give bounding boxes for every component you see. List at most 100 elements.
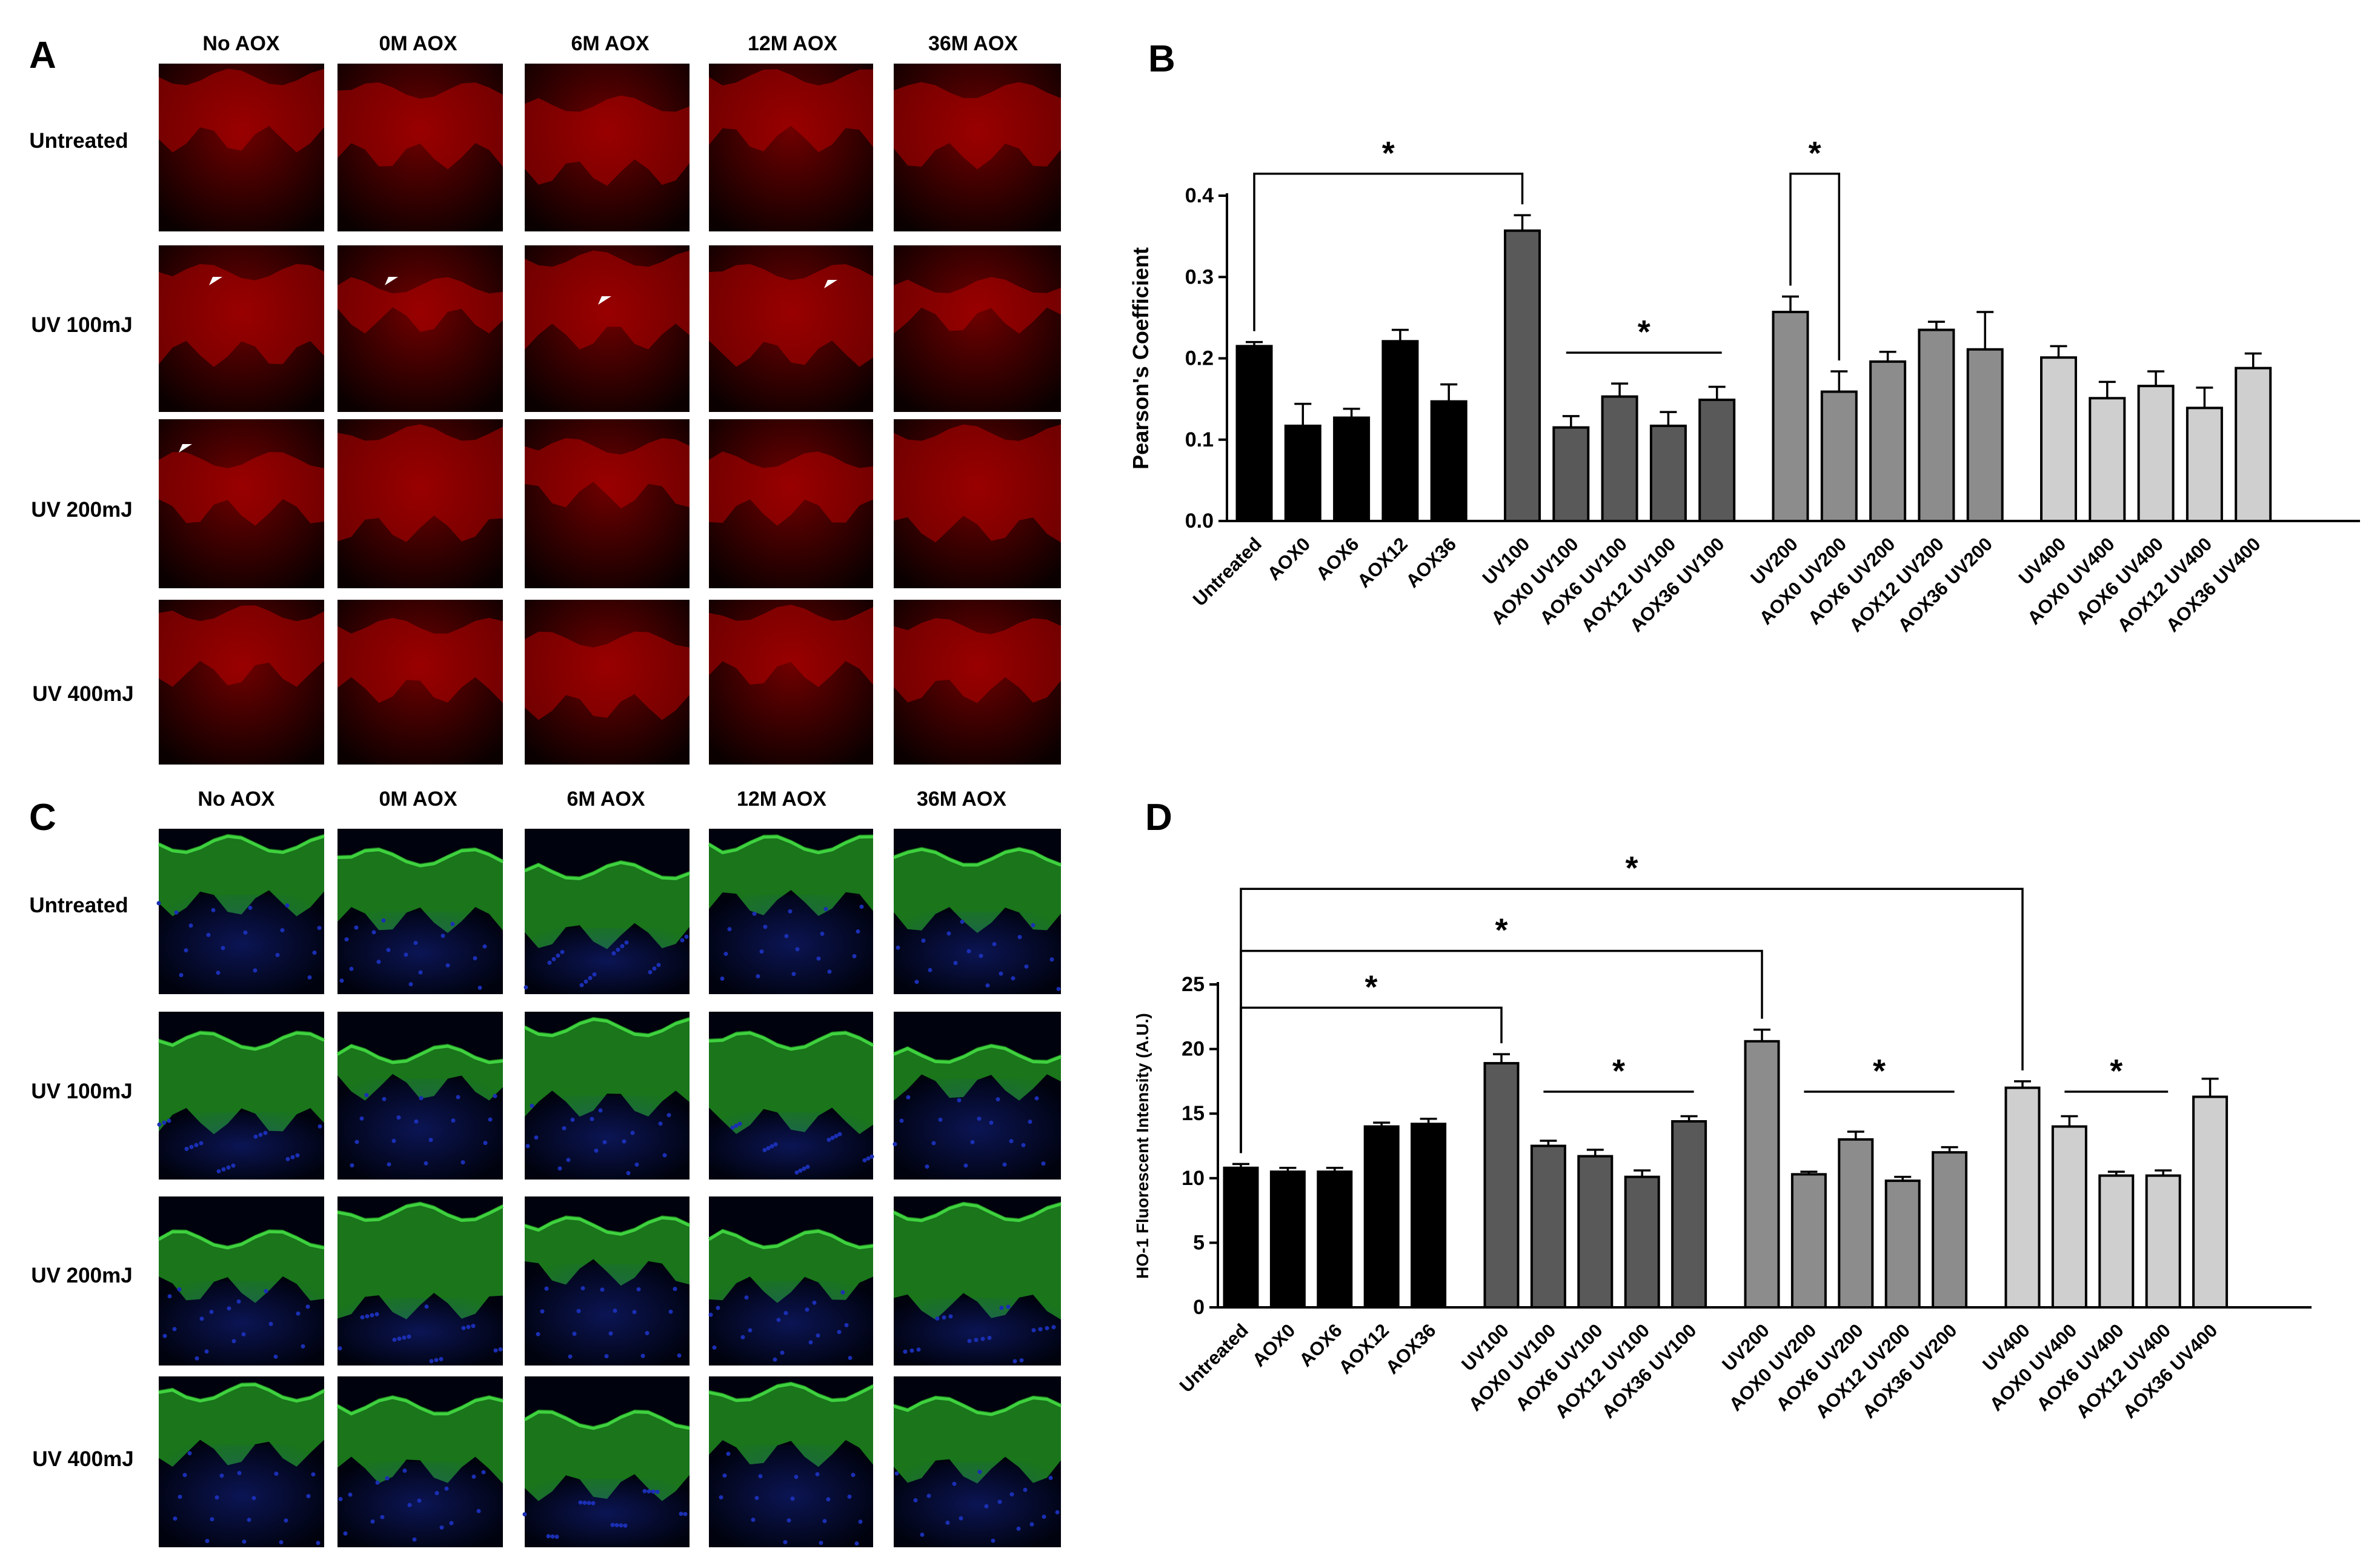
nucleus-dot — [339, 978, 344, 983]
tissue-layer — [525, 1409, 690, 1501]
significance-star: * — [1495, 912, 1507, 949]
nucleus-dot — [759, 949, 764, 954]
nucleus-dot — [783, 1540, 788, 1545]
nucleus-dot — [827, 969, 832, 974]
panel-b-bar-chart: 0.0 0.1 0.2 0.3 0.4 Pearson's Coefficient Untr… — [1128, 135, 2360, 636]
micrograph-tile — [893, 829, 1062, 994]
nucleus-dot — [847, 1495, 852, 1499]
nucleus-dot — [449, 1521, 454, 1525]
nucleus-dot — [408, 982, 413, 987]
nucleus-dot — [830, 1135, 835, 1140]
nucleus-dot — [338, 1497, 343, 1501]
nucleus-dot — [178, 1495, 182, 1499]
dermis-nuclei — [337, 1298, 503, 1366]
panel-a-col-header: No AOX — [202, 32, 280, 55]
nucleus-dot — [182, 1473, 187, 1478]
panel-c-tiles — [156, 829, 1062, 1547]
bar — [1411, 1123, 1447, 1309]
nucleus-dot — [417, 1498, 422, 1503]
y-tick-label: 10 — [1182, 1167, 1205, 1190]
bar — [1269, 1170, 1306, 1309]
nucleus-dot — [337, 1346, 342, 1351]
micrograph-tile — [524, 1012, 690, 1180]
nucleus-dot — [935, 1316, 940, 1321]
micrograph-tile — [159, 245, 324, 412]
bar — [1790, 1173, 1827, 1309]
nucleus-dot — [802, 1166, 806, 1171]
nucleus-dot — [477, 985, 482, 990]
nucleus-dot — [444, 1486, 449, 1491]
nucleus-dot — [708, 1312, 713, 1317]
nucleus-dot — [999, 971, 1003, 976]
nucleus-dot — [570, 1117, 575, 1122]
nucleus-dot — [737, 1121, 742, 1126]
nucleus-dot — [758, 1474, 763, 1479]
nucleus-dot — [815, 1472, 820, 1476]
dermis-nuclei — [159, 1444, 324, 1547]
nucleus-dot — [476, 1508, 481, 1513]
nucleus-dot — [439, 1525, 444, 1530]
nucleus-dot — [387, 1162, 391, 1167]
micrograph-tile — [336, 1376, 504, 1547]
nucleus-dot — [582, 1501, 587, 1505]
nucleus-dot — [301, 1344, 305, 1349]
nucleus-dot — [1012, 1359, 1017, 1364]
nucleus-dot — [295, 1153, 300, 1158]
nucleus-dot — [348, 1492, 353, 1497]
nucleus-dot — [614, 1523, 619, 1527]
nucleus-dot — [428, 1138, 433, 1143]
nucleus-dot — [445, 963, 450, 967]
nucleus-dot — [773, 1357, 777, 1362]
nucleus-dot — [311, 1472, 316, 1477]
bar — [1698, 398, 1736, 523]
stratum-corneum-line — [524, 1410, 690, 1430]
nucleus-dot — [424, 1161, 428, 1166]
y-tick-label: 0.2 — [1185, 347, 1214, 370]
nucleus-dot — [1042, 1515, 1046, 1519]
panel-c-row-header: UV 400mJ — [32, 1447, 133, 1471]
nucleus-dot — [926, 1493, 931, 1498]
panel-a-col-header: 36M AOX — [928, 32, 1018, 55]
nucleus-dot — [862, 1158, 867, 1163]
nucleus-dot — [662, 1153, 667, 1158]
significance-bracket — [1240, 888, 2024, 1153]
nucleus-dot — [903, 1349, 908, 1354]
panel-c-letter: C — [29, 797, 56, 838]
tissue-layer — [525, 1017, 690, 1117]
tissue-layer — [894, 1201, 1061, 1320]
nucleus-dot — [556, 953, 560, 958]
nucleus-dot — [1024, 964, 1029, 969]
panel-a-row-header: UV 100mJ — [31, 313, 132, 337]
nucleus-dot — [623, 1523, 628, 1528]
tissue-layer — [525, 860, 690, 949]
nucleus-dot — [264, 1289, 268, 1293]
tissue-layer — [709, 1030, 873, 1134]
dermis-nuclei — [159, 1281, 324, 1366]
stratum-corneum-line — [893, 1044, 1062, 1064]
nucleus-dot — [371, 930, 376, 935]
nucleus-dot — [666, 1113, 671, 1118]
panel-a-col-header: 12M AOX — [748, 32, 837, 55]
nucleus-dot — [790, 1496, 795, 1501]
nucleus-dot — [611, 951, 616, 956]
nucleus-dot — [1051, 1325, 1056, 1330]
panel-c-col-header: No AOX — [198, 788, 275, 811]
nucleus-dot — [397, 1336, 402, 1341]
nucleus-dot — [1055, 1510, 1060, 1515]
nucleus-dot — [588, 975, 593, 980]
nucleus-dot — [187, 1451, 192, 1456]
stratum-corneum-line — [337, 848, 504, 868]
nucleus-dot — [906, 1095, 911, 1100]
bar — [2192, 1095, 2229, 1309]
nucleus-dot — [216, 971, 221, 975]
nucleus-dot — [640, 1353, 645, 1358]
nucleus-dot — [766, 1146, 771, 1150]
nucleus-dot — [980, 1336, 985, 1341]
tissue-glow — [159, 600, 324, 765]
micrograph-tile — [337, 64, 503, 231]
micrograph-tile — [525, 600, 690, 765]
nucleus-dot — [498, 1347, 503, 1352]
nucleus-dot — [194, 1356, 199, 1361]
nucleus-dot — [837, 1132, 842, 1137]
nucleus-dot — [651, 1489, 656, 1494]
